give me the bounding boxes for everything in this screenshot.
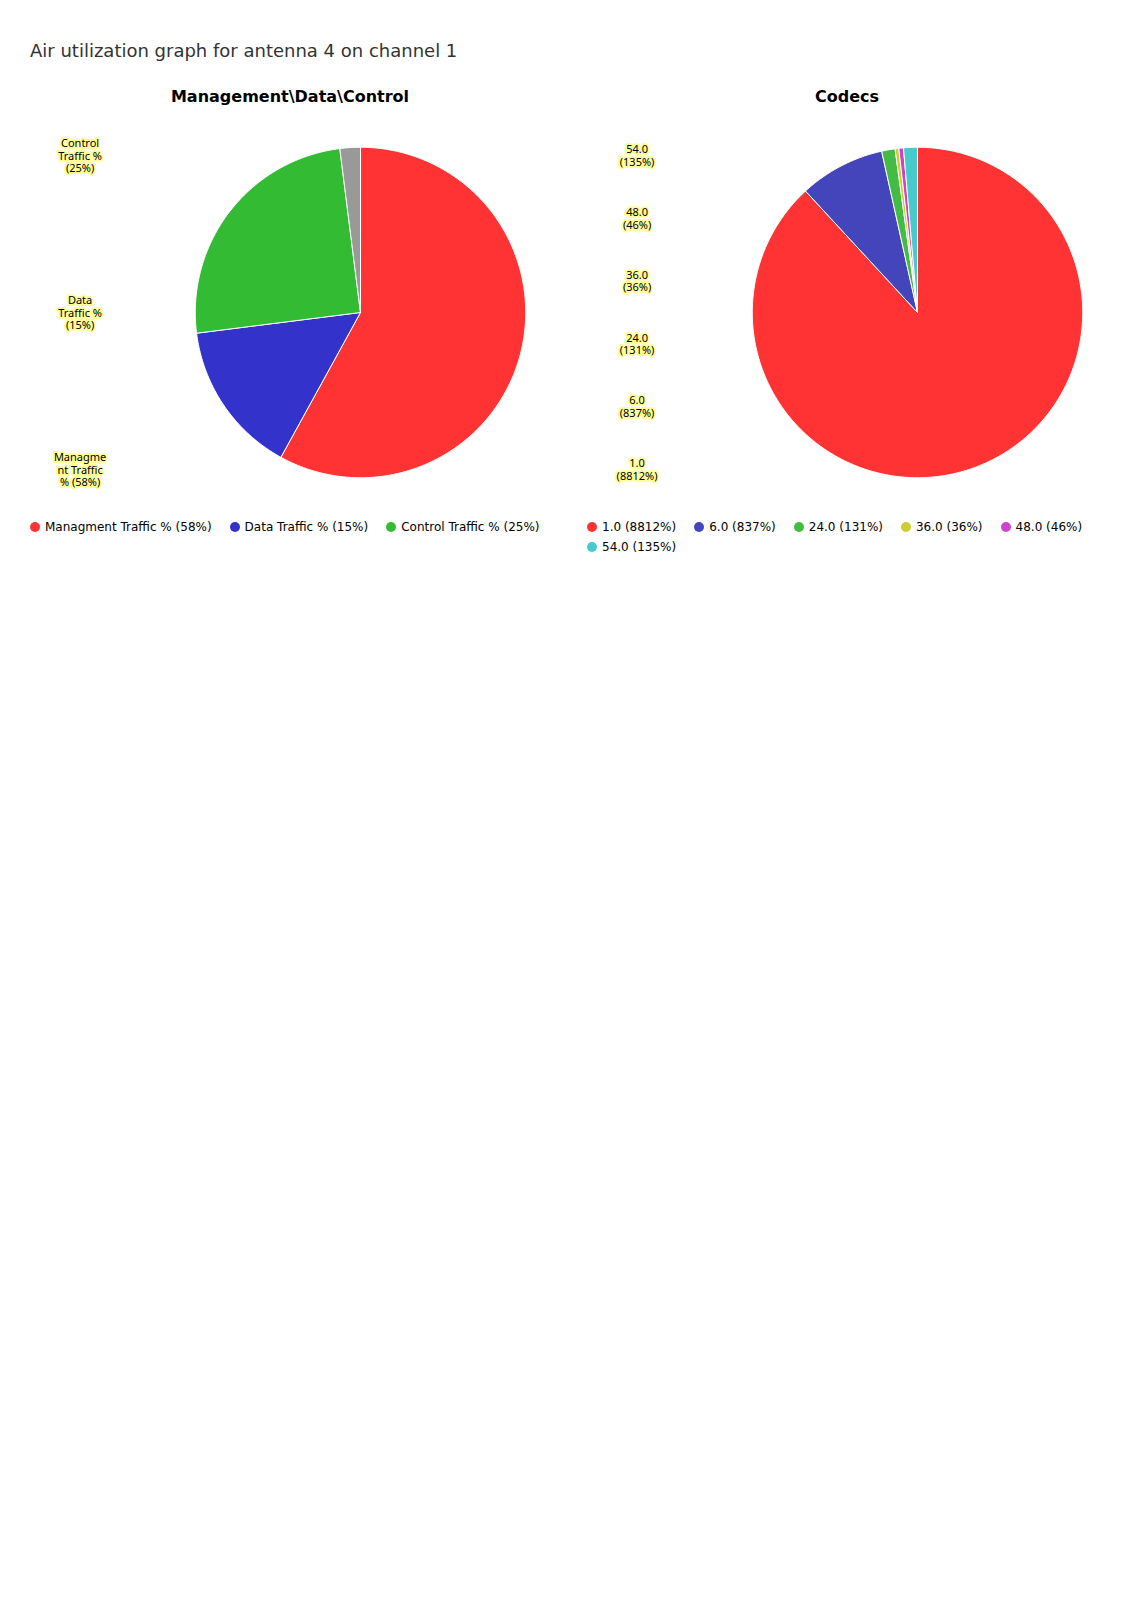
html-text:36.0 (36%): 36.0 (36%) xyxy=(916,520,983,534)
svg-text:1.0(8812%): 1.0(8812%) xyxy=(617,455,658,483)
svg-text:Managment Traffic% (58%): Managment Traffic% (58%) xyxy=(54,449,106,489)
html-text:6.0 (837%): 6.0 (837%) xyxy=(709,520,776,534)
html-text:Data Traffic % (15%): Data Traffic % (15%) xyxy=(244,520,369,534)
svg-text:54.0(135%): 54.0(135%) xyxy=(620,141,655,169)
svg-text:36.0(36%): 36.0(36%) xyxy=(623,267,651,295)
svg-text:24.0(131%): 24.0(131%) xyxy=(620,330,655,358)
html-text:24.0 (131%): 24.0 (131%) xyxy=(808,520,883,534)
html-text:Management\Data\Control: Management\Data\Control xyxy=(170,87,410,106)
svg-text:48.0(46%): 48.0(46%) xyxy=(623,204,651,232)
html-text:48.0 (46%): 48.0 (46%) xyxy=(1015,520,1083,534)
html-text:Air utilization graph for ante: Air utilization graph for antenna 4 on c… xyxy=(30,40,458,61)
html-text:Control Traffic % (25%): Control Traffic % (25%) xyxy=(401,520,540,534)
html-text:1.0 (8812%): 1.0 (8812%) xyxy=(602,520,677,534)
html-text:Codecs: Codecs xyxy=(815,87,879,106)
html-text:Managment Traffic % (58%): Managment Traffic % (58%) xyxy=(45,520,212,534)
svg-text:6.0(837%): 6.0(837%) xyxy=(620,392,655,420)
svg-text:DataTraffic %(15%): DataTraffic %(15%) xyxy=(58,292,102,332)
html-text:54.0 (135%): 54.0 (135%) xyxy=(602,540,677,554)
svg-text:ControlTraffic %(25%): ControlTraffic %(25%) xyxy=(58,135,102,175)
